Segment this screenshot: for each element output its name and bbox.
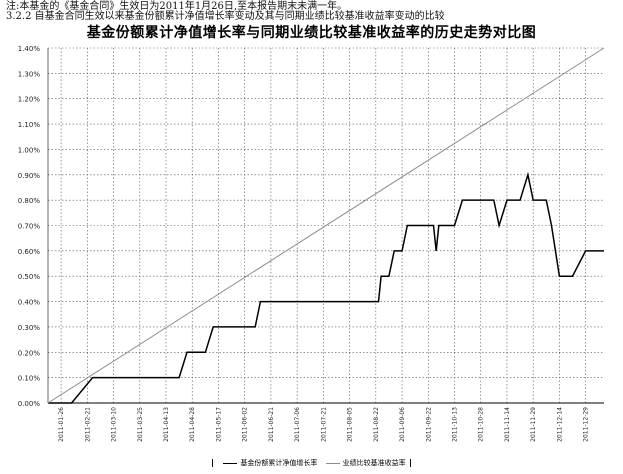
x-tick-label: 2011-03-25 [137,407,144,442]
y-tick-label: 1.20% [18,96,41,104]
x-tick-label: 2011-07-21 [320,407,327,442]
x-tick-label: 2011-10-13 [452,407,459,442]
legend-box: 基金份额累计净值增长率 业绩比较基准收益率 [212,459,411,467]
series-line-nav [48,171,604,404]
x-tick-label: 2011-05-17 [215,407,222,442]
y-tick-label: 1.40% [18,45,41,53]
section-heading: 3.2.2 自基金合同生效以来基金份额累计净值增长率变动及其与同期业绩比较基准收… [6,11,445,22]
series-line-benchmark [47,47,605,404]
axes: 0.00% 0.10% 0.20% 0.30% 0.40% 0.50% 0.60% 0.70%… [18,45,604,442]
legend-swatch-benchmark [325,462,340,464]
y-tick-label: 0.30% [18,324,41,332]
x-tick-label: 2011-10-28 [478,407,485,442]
x-tick-label: 2011-07-06 [294,407,301,442]
y-tick-label: 0.00% [18,400,41,408]
y-tick-label: 1.00% [18,146,41,154]
chart-note: 注:本基金的《基金合同》生效日为2011年1月26日,至本报告期末未满一年。 [6,1,348,12]
line-chart: 0.00% 0.10% 0.20% 0.30% 0.40% 0.50% 0.60% 0.70%… [18,45,605,442]
y-tick-label: 0.40% [18,299,41,307]
y-tick-label: 0.10% [18,375,41,383]
x-tick-label: 2011-03-10 [111,407,118,442]
x-tick-label: 2011-12-29 [583,407,590,442]
x-tick-label: 2011-09-22 [425,407,432,442]
x-tick-label: 2011-11-29 [530,407,537,442]
x-tick-label: 2011-04-28 [189,407,196,442]
x-tick-label: 2011-06-21 [268,407,275,442]
y-tick-label: 0.90% [18,172,41,180]
x-tick-label: 2011-06-02 [242,407,249,442]
y-tick-label: 1.30% [18,70,41,78]
x-tick-label: 2011-08-05 [347,407,354,442]
y-tick-label: 0.80% [18,197,41,205]
x-tick-label: 2011-09-06 [399,407,406,442]
legend-label-nav: 基金份额累计净值增长率 [240,459,318,467]
y-tick-label: 0.50% [18,273,41,281]
y-tick-label: 0.60% [18,248,41,256]
legend-swatch-nav [223,462,238,464]
y-tick-label: 1.10% [18,121,41,129]
x-tick-label: 2011-08-22 [373,407,380,442]
x-tick-label: 2011-01-26 [58,407,65,442]
x-tick-label: 2011-02-21 [84,407,91,442]
series-lines [47,47,605,404]
x-tick-label: 2011-04-13 [163,407,170,442]
y-tick-label: 0.70% [18,223,41,231]
x-tick-label: 2011-11-14 [504,407,511,442]
legend: 基金份额累计净值增长率 业绩比较基准收益率 [0,458,623,468]
legend-label-benchmark: 业绩比较基准收益率 [342,459,406,467]
chart-title: 基金份额累计净值增长率与同期业绩比较基准收益率的历史走势对比图 [86,25,537,41]
y-tick-label: 0.20% [18,349,41,357]
x-tick-label: 2011-12-14 [556,407,563,442]
